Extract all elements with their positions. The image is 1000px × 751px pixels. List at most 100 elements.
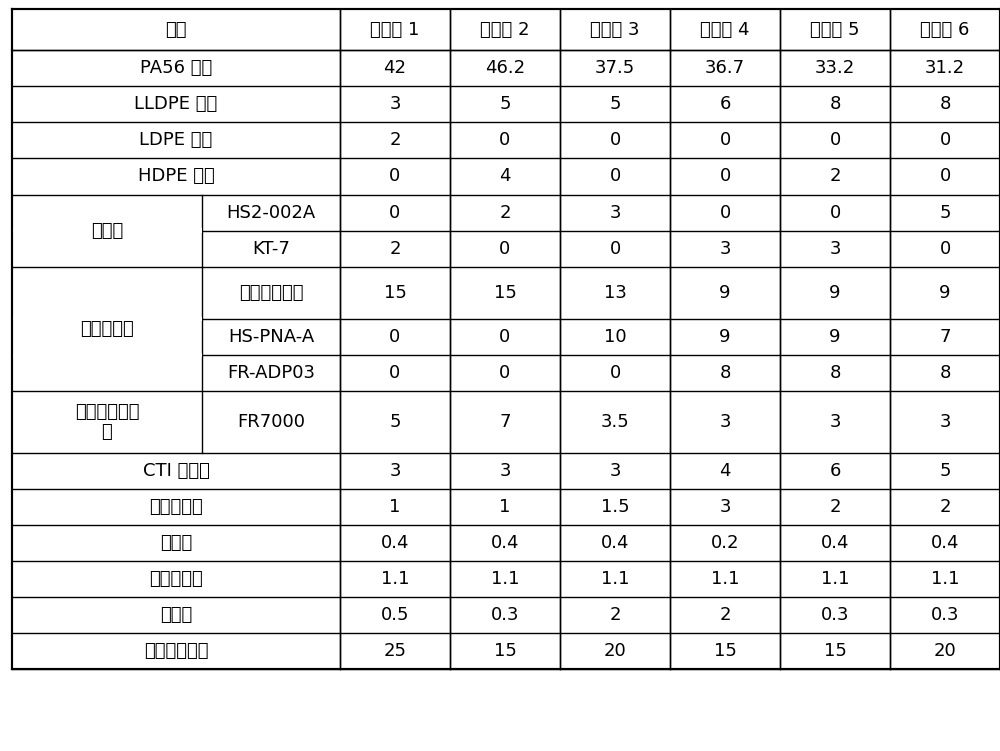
Text: 0: 0 bbox=[719, 167, 731, 185]
Text: 3: 3 bbox=[389, 95, 401, 113]
Text: 1.1: 1.1 bbox=[931, 570, 959, 588]
Text: 3.5: 3.5 bbox=[601, 413, 629, 431]
Text: 2: 2 bbox=[609, 606, 621, 624]
Text: 0: 0 bbox=[609, 167, 621, 185]
Text: LDPE 树脂: LDPE 树脂 bbox=[139, 131, 213, 149]
Text: 0: 0 bbox=[939, 167, 951, 185]
Text: 25: 25 bbox=[384, 642, 406, 660]
Text: 0: 0 bbox=[499, 240, 511, 258]
Text: 0: 0 bbox=[609, 131, 621, 149]
Text: FR7000: FR7000 bbox=[237, 413, 305, 431]
Text: 金属氧化物: 金属氧化物 bbox=[149, 498, 203, 516]
Text: 0.3: 0.3 bbox=[821, 606, 849, 624]
Text: 2: 2 bbox=[389, 131, 401, 149]
Text: 0.4: 0.4 bbox=[491, 534, 519, 552]
Text: 1: 1 bbox=[389, 498, 401, 516]
Text: HS2-002A: HS2-002A bbox=[226, 204, 316, 222]
Text: 0: 0 bbox=[389, 364, 401, 382]
Text: 3: 3 bbox=[829, 240, 841, 258]
Bar bbox=[12, 228, 202, 233]
Text: 0: 0 bbox=[389, 204, 401, 222]
Text: 8: 8 bbox=[829, 364, 841, 382]
Text: 5: 5 bbox=[389, 413, 401, 431]
Text: KT-7: KT-7 bbox=[252, 240, 290, 258]
Text: 组分: 组分 bbox=[165, 21, 187, 38]
Text: 复配协效阻燃
剂: 复配协效阻燃 剂 bbox=[75, 403, 139, 442]
Text: 0: 0 bbox=[389, 167, 401, 185]
Text: 0.4: 0.4 bbox=[381, 534, 409, 552]
Text: 2: 2 bbox=[829, 167, 841, 185]
Text: 1.1: 1.1 bbox=[381, 570, 409, 588]
Text: 0: 0 bbox=[609, 364, 621, 382]
Text: 8: 8 bbox=[939, 364, 951, 382]
Text: 抗氧剂: 抗氧剂 bbox=[160, 534, 192, 552]
Text: 6: 6 bbox=[719, 95, 731, 113]
Text: PA56 树脂: PA56 树脂 bbox=[140, 59, 212, 77]
Text: 8: 8 bbox=[719, 364, 731, 382]
Bar bbox=[12, 317, 202, 321]
Text: 8: 8 bbox=[939, 95, 951, 113]
Text: 对比例 4: 对比例 4 bbox=[700, 21, 750, 38]
Text: 0: 0 bbox=[939, 240, 951, 258]
Text: 0: 0 bbox=[719, 131, 731, 149]
Text: 15: 15 bbox=[494, 284, 516, 302]
Text: 20: 20 bbox=[604, 642, 626, 660]
Text: 7: 7 bbox=[499, 413, 511, 431]
Text: 0: 0 bbox=[719, 204, 731, 222]
Text: 1.1: 1.1 bbox=[491, 570, 519, 588]
Text: 4: 4 bbox=[499, 167, 511, 185]
Text: 0: 0 bbox=[389, 328, 401, 346]
Text: CTI 提高剂: CTI 提高剂 bbox=[143, 462, 209, 480]
Text: 2: 2 bbox=[719, 606, 731, 624]
Text: 13: 13 bbox=[604, 284, 626, 302]
Text: 0: 0 bbox=[499, 364, 511, 382]
Text: 对比例 6: 对比例 6 bbox=[920, 21, 970, 38]
Text: 3: 3 bbox=[719, 498, 731, 516]
Text: 对比例 2: 对比例 2 bbox=[480, 21, 530, 38]
Bar bbox=[12, 353, 202, 357]
Text: 4: 4 bbox=[719, 462, 731, 480]
Text: 3: 3 bbox=[609, 462, 621, 480]
Text: 对比例 5: 对比例 5 bbox=[810, 21, 860, 38]
Text: 耐候剂: 耐候剂 bbox=[160, 606, 192, 624]
Text: 0.4: 0.4 bbox=[931, 534, 959, 552]
Text: 复配阻燃剂: 复配阻燃剂 bbox=[80, 320, 134, 338]
Text: 2: 2 bbox=[939, 498, 951, 516]
Text: 2: 2 bbox=[829, 498, 841, 516]
Text: HDPE 树脂: HDPE 树脂 bbox=[138, 167, 214, 185]
Text: 5: 5 bbox=[609, 95, 621, 113]
Text: 15: 15 bbox=[384, 284, 406, 302]
Text: 3: 3 bbox=[499, 462, 511, 480]
Text: 20: 20 bbox=[934, 642, 956, 660]
Text: HS-PNA-A: HS-PNA-A bbox=[228, 328, 314, 346]
Text: 0: 0 bbox=[499, 328, 511, 346]
Text: 0: 0 bbox=[829, 131, 841, 149]
Text: 无碱玻璃纤维: 无碱玻璃纤维 bbox=[144, 642, 208, 660]
Text: 3: 3 bbox=[609, 204, 621, 222]
Text: 3: 3 bbox=[719, 240, 731, 258]
Text: 0: 0 bbox=[939, 131, 951, 149]
Text: 0: 0 bbox=[609, 240, 621, 258]
Text: 0.2: 0.2 bbox=[711, 534, 739, 552]
Text: 0: 0 bbox=[829, 204, 841, 222]
Text: 9: 9 bbox=[829, 284, 841, 302]
Text: 2: 2 bbox=[499, 204, 511, 222]
Text: 6: 6 bbox=[829, 462, 841, 480]
Text: 0.5: 0.5 bbox=[381, 606, 409, 624]
Text: 9: 9 bbox=[719, 284, 731, 302]
Text: 1.1: 1.1 bbox=[601, 570, 629, 588]
Text: 9: 9 bbox=[939, 284, 951, 302]
Text: 5: 5 bbox=[939, 204, 951, 222]
Text: 3: 3 bbox=[939, 413, 951, 431]
Text: 33.2: 33.2 bbox=[815, 59, 855, 77]
Text: 2: 2 bbox=[389, 240, 401, 258]
Text: 1.5: 1.5 bbox=[601, 498, 629, 516]
Text: 1: 1 bbox=[499, 498, 511, 516]
Text: 溴化聚苯乙烯: 溴化聚苯乙烯 bbox=[239, 284, 303, 302]
Text: 0.4: 0.4 bbox=[601, 534, 629, 552]
Text: 3: 3 bbox=[719, 413, 731, 431]
Text: 46.2: 46.2 bbox=[485, 59, 525, 77]
Text: 0.3: 0.3 bbox=[931, 606, 959, 624]
Text: 9: 9 bbox=[719, 328, 731, 346]
Text: 5: 5 bbox=[939, 462, 951, 480]
